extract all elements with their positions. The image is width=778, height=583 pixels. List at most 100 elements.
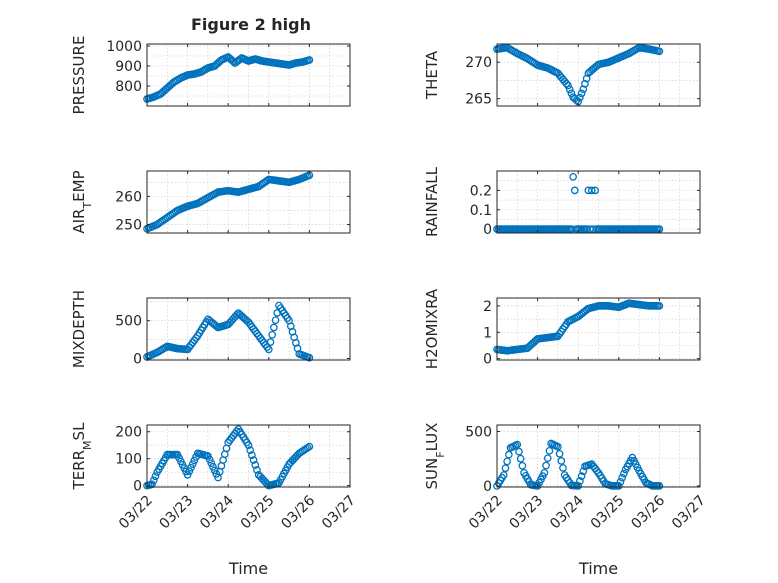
y-tick-label: 200 [115,425,142,441]
y-tick-label: 0.2 [470,183,492,199]
y-tick-label: 250 [115,218,142,234]
series-markers [143,425,314,490]
y-tick-label: 1000 [106,39,142,55]
data-point [253,466,261,474]
axes-frame [496,297,701,361]
y-tick-label: 800 [115,79,142,95]
y-axis-label: TERRMSL [70,422,94,491]
data-point [576,93,584,102]
data-point [545,446,554,455]
y-tick-label: 900 [115,59,142,75]
data-point [185,467,194,476]
subplot-top-left: 800 900 1000 PRESSURE [70,36,351,115]
axes-frame [146,170,351,234]
data-point [614,482,623,490]
data-point [543,454,552,463]
data-point [577,472,586,480]
data-point [515,447,523,456]
data-point [562,79,571,88]
data-point [577,89,586,98]
figure-title: Figure 2 high [191,15,311,34]
subplot-middle-right: 0 0.1 0.2 RAINFALL [423,166,701,238]
y-tick-label: 100 [115,452,142,468]
y-axis-label: H2OMIXRA [423,288,441,369]
x-axis-label: Time [578,559,618,578]
y-tick-label: 2 [483,299,492,315]
y-axis-label: PRESSURE [70,36,88,115]
data-point [190,456,199,465]
y-tick-label: 0.1 [470,203,492,219]
data-point [555,449,564,458]
series-markers [143,53,314,103]
data-point [569,172,577,181]
y-tick-label: 0 [483,352,492,368]
data-point [587,186,596,195]
data-point [655,47,664,56]
y-tick-label: 0 [483,479,492,495]
y-tick-label: 260 [115,189,142,205]
subplot-top-right: 265 270 THETA [423,43,701,108]
data-point [503,457,511,466]
y-axis-label: SUNFLUX [423,423,447,490]
plot-area [146,170,351,234]
data-point [516,454,525,463]
data-point [244,441,253,450]
data-point [579,467,588,476]
data-point [655,302,664,310]
data-point [540,469,549,477]
data-point [149,476,158,485]
axes-frame [146,424,351,488]
series-markers [143,171,314,233]
data-point [576,477,584,485]
data-point [567,89,576,98]
axes-frame [496,170,701,234]
axes-frame [496,43,701,107]
data-point [574,482,583,490]
x-axis-label: Time [228,559,268,578]
data-point [271,316,280,325]
plot-area [496,170,701,234]
data-point [151,472,160,481]
y-axis-label: THETA [423,50,441,100]
data-point [564,81,572,90]
y-axis-label: RAINFALL [423,166,441,237]
y-axis-label: MIXDEPTH [70,290,88,368]
data-point [591,186,599,195]
y-tick-label: 0 [483,222,492,238]
data-point [616,477,625,486]
data-point [251,461,260,469]
data-point [248,451,256,459]
data-point [305,56,314,64]
subplot-middle-left: 250 260 AIRTEMP [70,170,351,234]
data-point [207,459,216,468]
data-point [305,442,314,451]
data-point [499,471,508,479]
data-point [518,461,527,470]
data-point [557,457,566,465]
axes-frame [146,297,351,361]
series-markers [493,299,664,355]
data-point [513,440,522,449]
data-point [204,452,212,460]
data-point [270,323,278,332]
subplot-lower-right: 0 1 2 H2OMIXRA [423,288,701,369]
data-point [501,464,510,473]
data-point [565,85,574,94]
series-markers [143,301,314,362]
data-point [183,471,192,479]
data-point [305,353,314,362]
y-tick-label: 270 [465,55,492,71]
data-point [188,460,197,468]
y-tick-label: 500 [115,314,142,330]
data-point [554,442,562,451]
y-tick-label: 265 [465,92,492,108]
data-point [246,446,255,455]
series-markers [493,439,664,490]
y-tick-label: 0 [133,479,142,495]
data-point [620,469,628,478]
data-point [570,186,579,195]
y-tick-label: 0 [133,351,142,367]
data-point [187,463,195,472]
data-point [249,456,258,464]
